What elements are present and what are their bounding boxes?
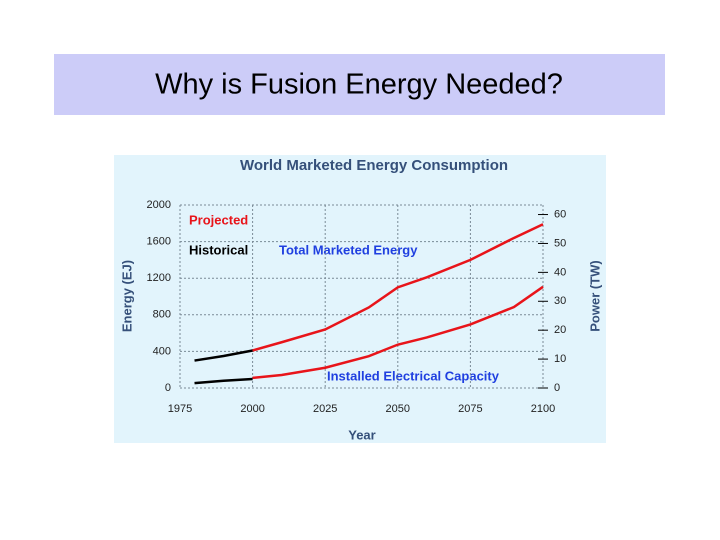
annotation: Total Marketed Energy	[279, 242, 418, 257]
y-tick-label: 0	[165, 382, 171, 394]
y-tick-label: 2000	[147, 199, 171, 211]
x-axis-label: Year	[348, 427, 375, 442]
x-tick-label: 2000	[240, 403, 264, 415]
series-line	[252, 285, 544, 380]
series-line	[194, 377, 253, 385]
legend-projected: Projected	[189, 212, 248, 227]
y2-tick-label: 40	[554, 266, 566, 278]
y-tick-label: 1600	[147, 236, 171, 248]
series-line	[252, 223, 544, 352]
x-tick-label: 2100	[531, 403, 555, 415]
title-box	[54, 54, 665, 115]
legend-historical: Historical	[189, 242, 248, 257]
y-tick-label: 400	[153, 345, 171, 357]
y2-tick-label: 20	[554, 324, 566, 336]
y2-tick-label: 10	[554, 353, 566, 365]
slide-title: Why is Fusion Energy Needed?	[155, 69, 563, 101]
x-tick-label: 1975	[168, 403, 192, 415]
y2-tick-label: 0	[554, 382, 560, 394]
y2-axis-label: Power (TW)	[587, 260, 602, 332]
y-axis-label: Energy (EJ)	[119, 260, 134, 332]
y-tick-label: 1200	[147, 272, 171, 284]
x-tick-label: 2050	[386, 403, 410, 415]
chart-title: World Marketed Energy Consumption	[240, 157, 508, 174]
y2-tick-label: 50	[554, 237, 566, 249]
x-tick-label: 2025	[313, 403, 337, 415]
x-tick-label: 2075	[458, 403, 482, 415]
y2-tick-label: 60	[554, 208, 566, 220]
y-tick-label: 800	[153, 309, 171, 321]
annotation: Installed Electrical Capacity	[327, 368, 500, 383]
chart-background	[114, 155, 606, 443]
y2-tick-label: 30	[554, 295, 566, 307]
series-line	[194, 349, 253, 362]
